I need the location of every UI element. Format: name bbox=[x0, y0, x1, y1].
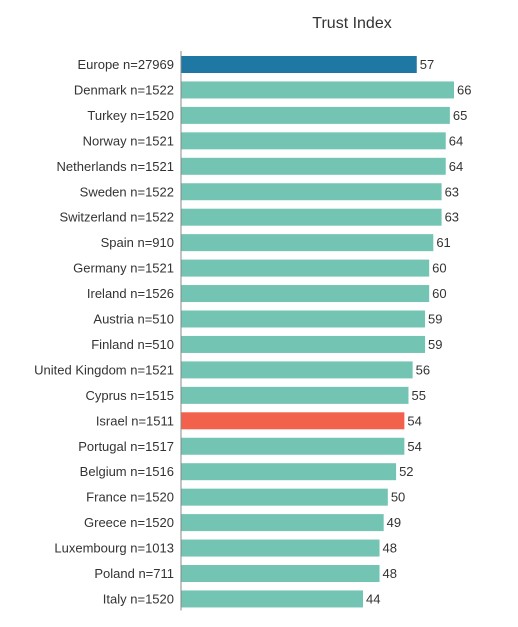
category-label: Netherlands n=1521 bbox=[57, 159, 174, 174]
value-label: 59 bbox=[428, 337, 442, 352]
bar bbox=[181, 157, 446, 175]
category-label: Belgium n=1516 bbox=[80, 464, 174, 479]
category-label: Sweden n=1522 bbox=[80, 184, 174, 199]
chart-title: Trust Index bbox=[312, 15, 391, 32]
value-label: 56 bbox=[416, 362, 430, 377]
value-label: 63 bbox=[445, 184, 459, 199]
value-label: 48 bbox=[383, 566, 397, 581]
value-label: 64 bbox=[449, 133, 463, 148]
value-label: 54 bbox=[407, 413, 421, 428]
value-label: 52 bbox=[399, 464, 413, 479]
bar bbox=[181, 259, 430, 277]
category-label: Denmark n=1522 bbox=[74, 82, 174, 97]
value-label: 50 bbox=[391, 490, 405, 505]
bar bbox=[181, 183, 442, 201]
category-label: Italy n=1520 bbox=[103, 591, 174, 606]
category-label: Austria n=510 bbox=[93, 312, 174, 327]
value-label: 57 bbox=[420, 57, 434, 72]
category-label: Finland n=510 bbox=[91, 337, 174, 352]
value-label: 44 bbox=[366, 591, 380, 606]
category-label: Cyprus n=1515 bbox=[85, 388, 174, 403]
bar bbox=[181, 386, 409, 404]
bar bbox=[181, 514, 384, 532]
value-label: 64 bbox=[449, 159, 463, 174]
bar bbox=[181, 437, 405, 455]
bar bbox=[181, 285, 430, 303]
value-label: 54 bbox=[407, 439, 421, 454]
bar bbox=[181, 412, 405, 430]
category-label: Luxembourg n=1013 bbox=[54, 541, 174, 556]
bar bbox=[181, 335, 426, 353]
bar bbox=[181, 539, 380, 557]
value-label: 60 bbox=[432, 261, 446, 276]
value-label: 59 bbox=[428, 312, 442, 327]
bar bbox=[181, 310, 426, 328]
bar bbox=[181, 234, 434, 252]
category-label: Poland n=711 bbox=[94, 566, 174, 581]
value-label: 63 bbox=[445, 210, 459, 225]
value-label: 61 bbox=[436, 235, 450, 250]
bar bbox=[181, 590, 363, 608]
value-label: 55 bbox=[412, 388, 426, 403]
category-label: United Kingdom n=1521 bbox=[34, 362, 174, 377]
value-label: 65 bbox=[453, 108, 467, 123]
bar bbox=[181, 208, 442, 226]
bar bbox=[181, 488, 388, 506]
category-label: Ireland n=1526 bbox=[87, 286, 174, 301]
category-label: Switzerland n=1522 bbox=[59, 210, 174, 225]
bar bbox=[181, 132, 446, 150]
bars-group: Europe n=27969 57 Denmark n=1522 66 Turkey n… bbox=[34, 56, 471, 608]
bar bbox=[181, 463, 397, 481]
category-label: Turkey n=1520 bbox=[87, 108, 174, 123]
value-label: 49 bbox=[387, 515, 401, 530]
category-label: Spain n=910 bbox=[101, 235, 174, 250]
bar bbox=[181, 565, 380, 582]
value-label: 48 bbox=[383, 541, 397, 556]
category-label: France n=1520 bbox=[86, 490, 174, 505]
bar bbox=[181, 81, 454, 99]
bar bbox=[181, 56, 417, 73]
category-label: Portugal n=1517 bbox=[78, 439, 174, 454]
bar bbox=[181, 361, 413, 379]
bar bbox=[181, 106, 450, 124]
value-label: 66 bbox=[457, 82, 471, 97]
category-label: Europe n=27969 bbox=[77, 57, 174, 72]
value-label: 60 bbox=[432, 286, 446, 301]
category-label: Israel n=1511 bbox=[96, 413, 174, 428]
category-label: Greece n=1520 bbox=[84, 515, 174, 530]
category-label: Germany n=1521 bbox=[73, 261, 174, 276]
category-label: Norway n=1521 bbox=[83, 133, 174, 148]
